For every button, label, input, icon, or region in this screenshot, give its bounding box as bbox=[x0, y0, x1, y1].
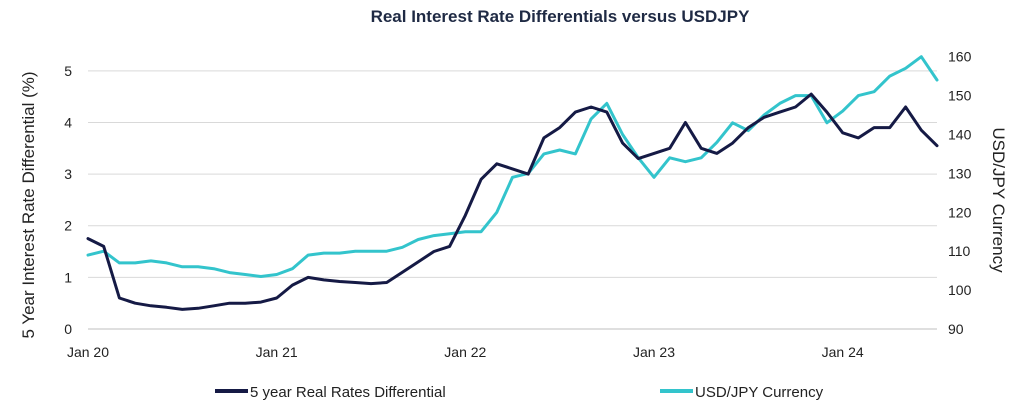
right-tick-label: 110 bbox=[948, 243, 971, 259]
x-axis-ticks: Jan 20 Jan 21 Jan 22 Jan 23 Jan 24 bbox=[67, 344, 864, 360]
left-tick-label: 4 bbox=[64, 114, 72, 130]
right-tick-label: 160 bbox=[948, 49, 972, 65]
y-axis-right-label: USD/JPY Currency bbox=[989, 127, 1008, 273]
y-axis-left-label: 5 Year Interest Rate Differential (%) bbox=[19, 71, 38, 338]
right-tick-label: 140 bbox=[948, 126, 972, 142]
left-tick-label: 5 bbox=[64, 63, 72, 79]
right-axis-ticks: 90 100 110 120 130 140 150 160 bbox=[948, 49, 972, 337]
gridlines bbox=[88, 70, 937, 278]
left-tick-label: 3 bbox=[64, 166, 72, 182]
left-axis-ticks: 0 1 2 3 4 5 bbox=[64, 63, 72, 337]
chart-title: Real Interest Rate Differentials versus … bbox=[371, 7, 751, 26]
x-tick-label: Jan 20 bbox=[67, 344, 109, 360]
left-tick-label: 0 bbox=[64, 321, 72, 337]
series-line-real-rates bbox=[86, 92, 939, 311]
right-tick-label: 130 bbox=[948, 165, 972, 181]
right-tick-label: 90 bbox=[948, 321, 964, 337]
x-tick-label: Jan 24 bbox=[822, 344, 864, 360]
x-tick-label: Jan 23 bbox=[633, 344, 675, 360]
x-tick-label: Jan 21 bbox=[256, 344, 298, 360]
left-tick-label: 2 bbox=[64, 218, 72, 234]
legend-label-usdjpy: USD/JPY Currency bbox=[695, 384, 824, 401]
right-tick-label: 100 bbox=[948, 282, 972, 298]
legend-label-real-rates: 5 year Real Rates Differential bbox=[250, 384, 446, 401]
x-tick-label: Jan 22 bbox=[444, 344, 486, 360]
right-tick-label: 150 bbox=[948, 88, 972, 104]
series-layer bbox=[86, 55, 939, 311]
left-tick-label: 1 bbox=[64, 269, 72, 285]
right-tick-label: 120 bbox=[948, 204, 972, 220]
series-line-usdjpy bbox=[86, 55, 939, 278]
legend: 5 year Real Rates Differential USD/JPY C… bbox=[215, 384, 824, 401]
